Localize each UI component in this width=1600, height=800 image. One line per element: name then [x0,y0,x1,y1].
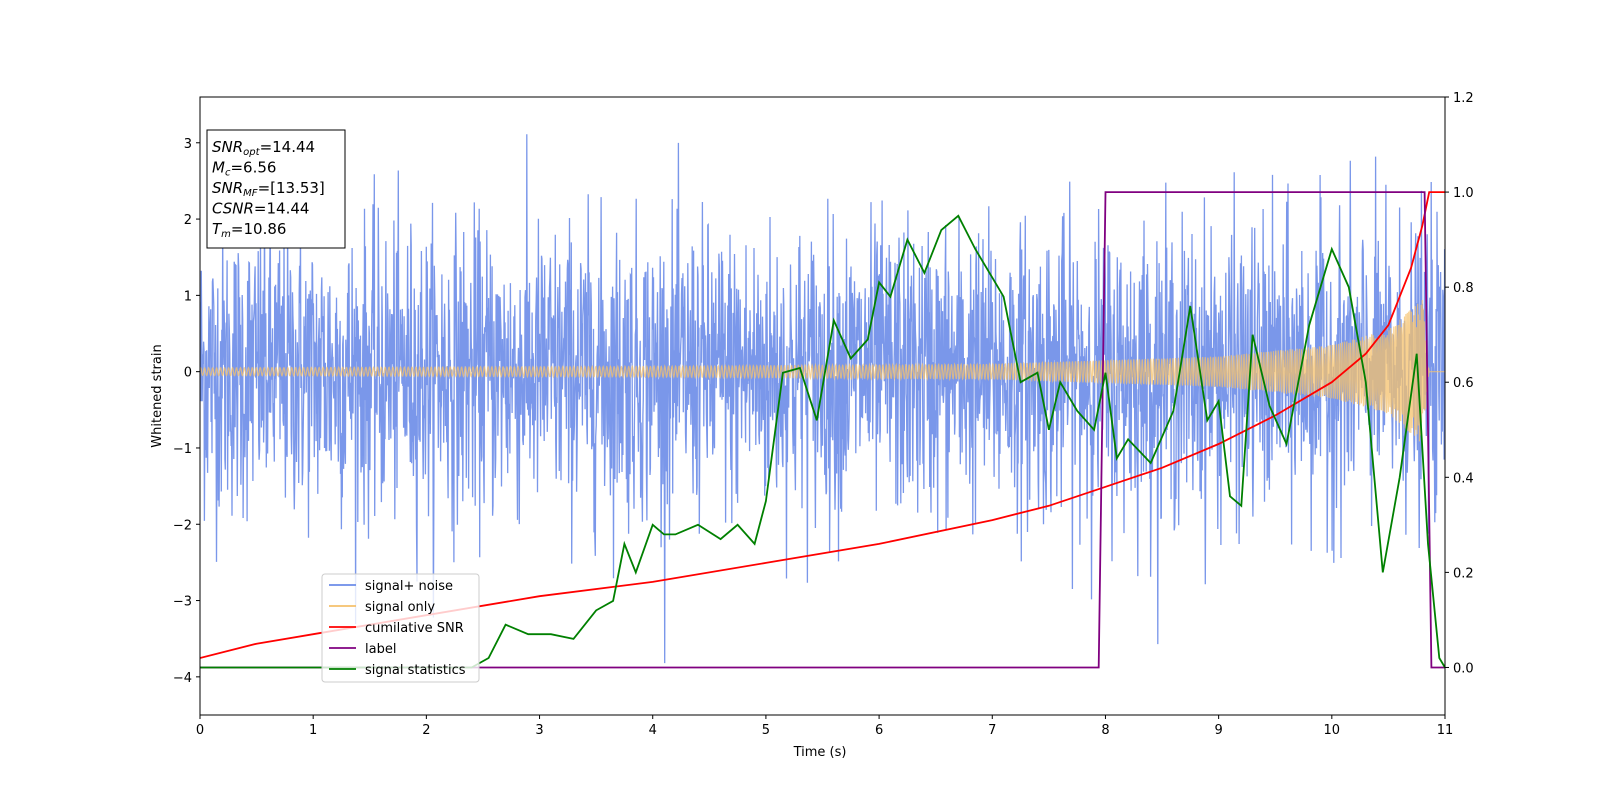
x-tick-label: 10 [1324,723,1341,738]
x-tick-label: 1 [309,723,317,738]
y2-tick-label: 1.0 [1453,186,1474,201]
x-tick-label: 2 [422,723,430,738]
y-axis-label: Whitened strain [150,344,165,447]
legend-entry: signal+ noise [365,579,453,594]
plot-frame [199,96,1446,716]
legend-entry: signal statistics [365,663,466,678]
y-tick-label: 0 [184,366,192,381]
y-tick-label: −4 [173,671,192,686]
annotation-line: SNRopt=14.44 [212,138,315,158]
y2-tick-label: 0.6 [1453,376,1474,391]
x-tick-label: 6 [875,723,883,738]
legend-entry: cumilative SNR [365,621,464,636]
y-tick-label: −1 [173,442,192,457]
y-tick-label: 3 [184,137,192,152]
x-tick-label: 8 [1101,723,1109,738]
x-tick-label: 7 [988,723,996,738]
legend-entry: signal only [365,600,435,615]
x-tick-label: 11 [1437,723,1454,738]
y2-tick-label: 0.0 [1453,661,1474,676]
y2-tick-label: 0.8 [1453,281,1474,296]
annotation-line: Mc=6.56 [212,159,276,179]
legend: signal+ noise signal only cumilative SNR la… [321,573,480,683]
x-tick-label: 4 [649,723,657,738]
y2-tick-label: 0.2 [1453,566,1474,581]
y-tick-label: 2 [184,213,192,228]
y2-tick-label: 0.4 [1453,471,1474,486]
y-tick-label: −2 [173,518,192,533]
legend-entry: label [365,642,396,657]
stats-annotation-box: SNRopt=14.44Mc=6.56SNRMF=[13.53]CSNR=14.… [206,129,346,249]
y-tick-label: −3 [173,595,192,610]
series-signal-only [200,300,1445,442]
x-tick-label: 0 [196,723,204,738]
y-tick-label: 1 [184,289,192,304]
series-label [200,191,1445,669]
annotation-line: Tm=10.86 [212,220,286,240]
annotation-line: SNRMF=[13.53] [212,179,325,199]
series-signal-statistics [200,214,1445,669]
x-tick-label: 9 [1214,723,1222,738]
x-tick-label: 3 [535,723,543,738]
x-axis-label: Time (s) [793,745,847,760]
y2-tick-label: 1.2 [1453,91,1474,106]
annotation-line: CSNR=14.44 [212,200,309,218]
x-tick-label: 5 [762,723,770,738]
series-signal-noise [200,134,1445,664]
